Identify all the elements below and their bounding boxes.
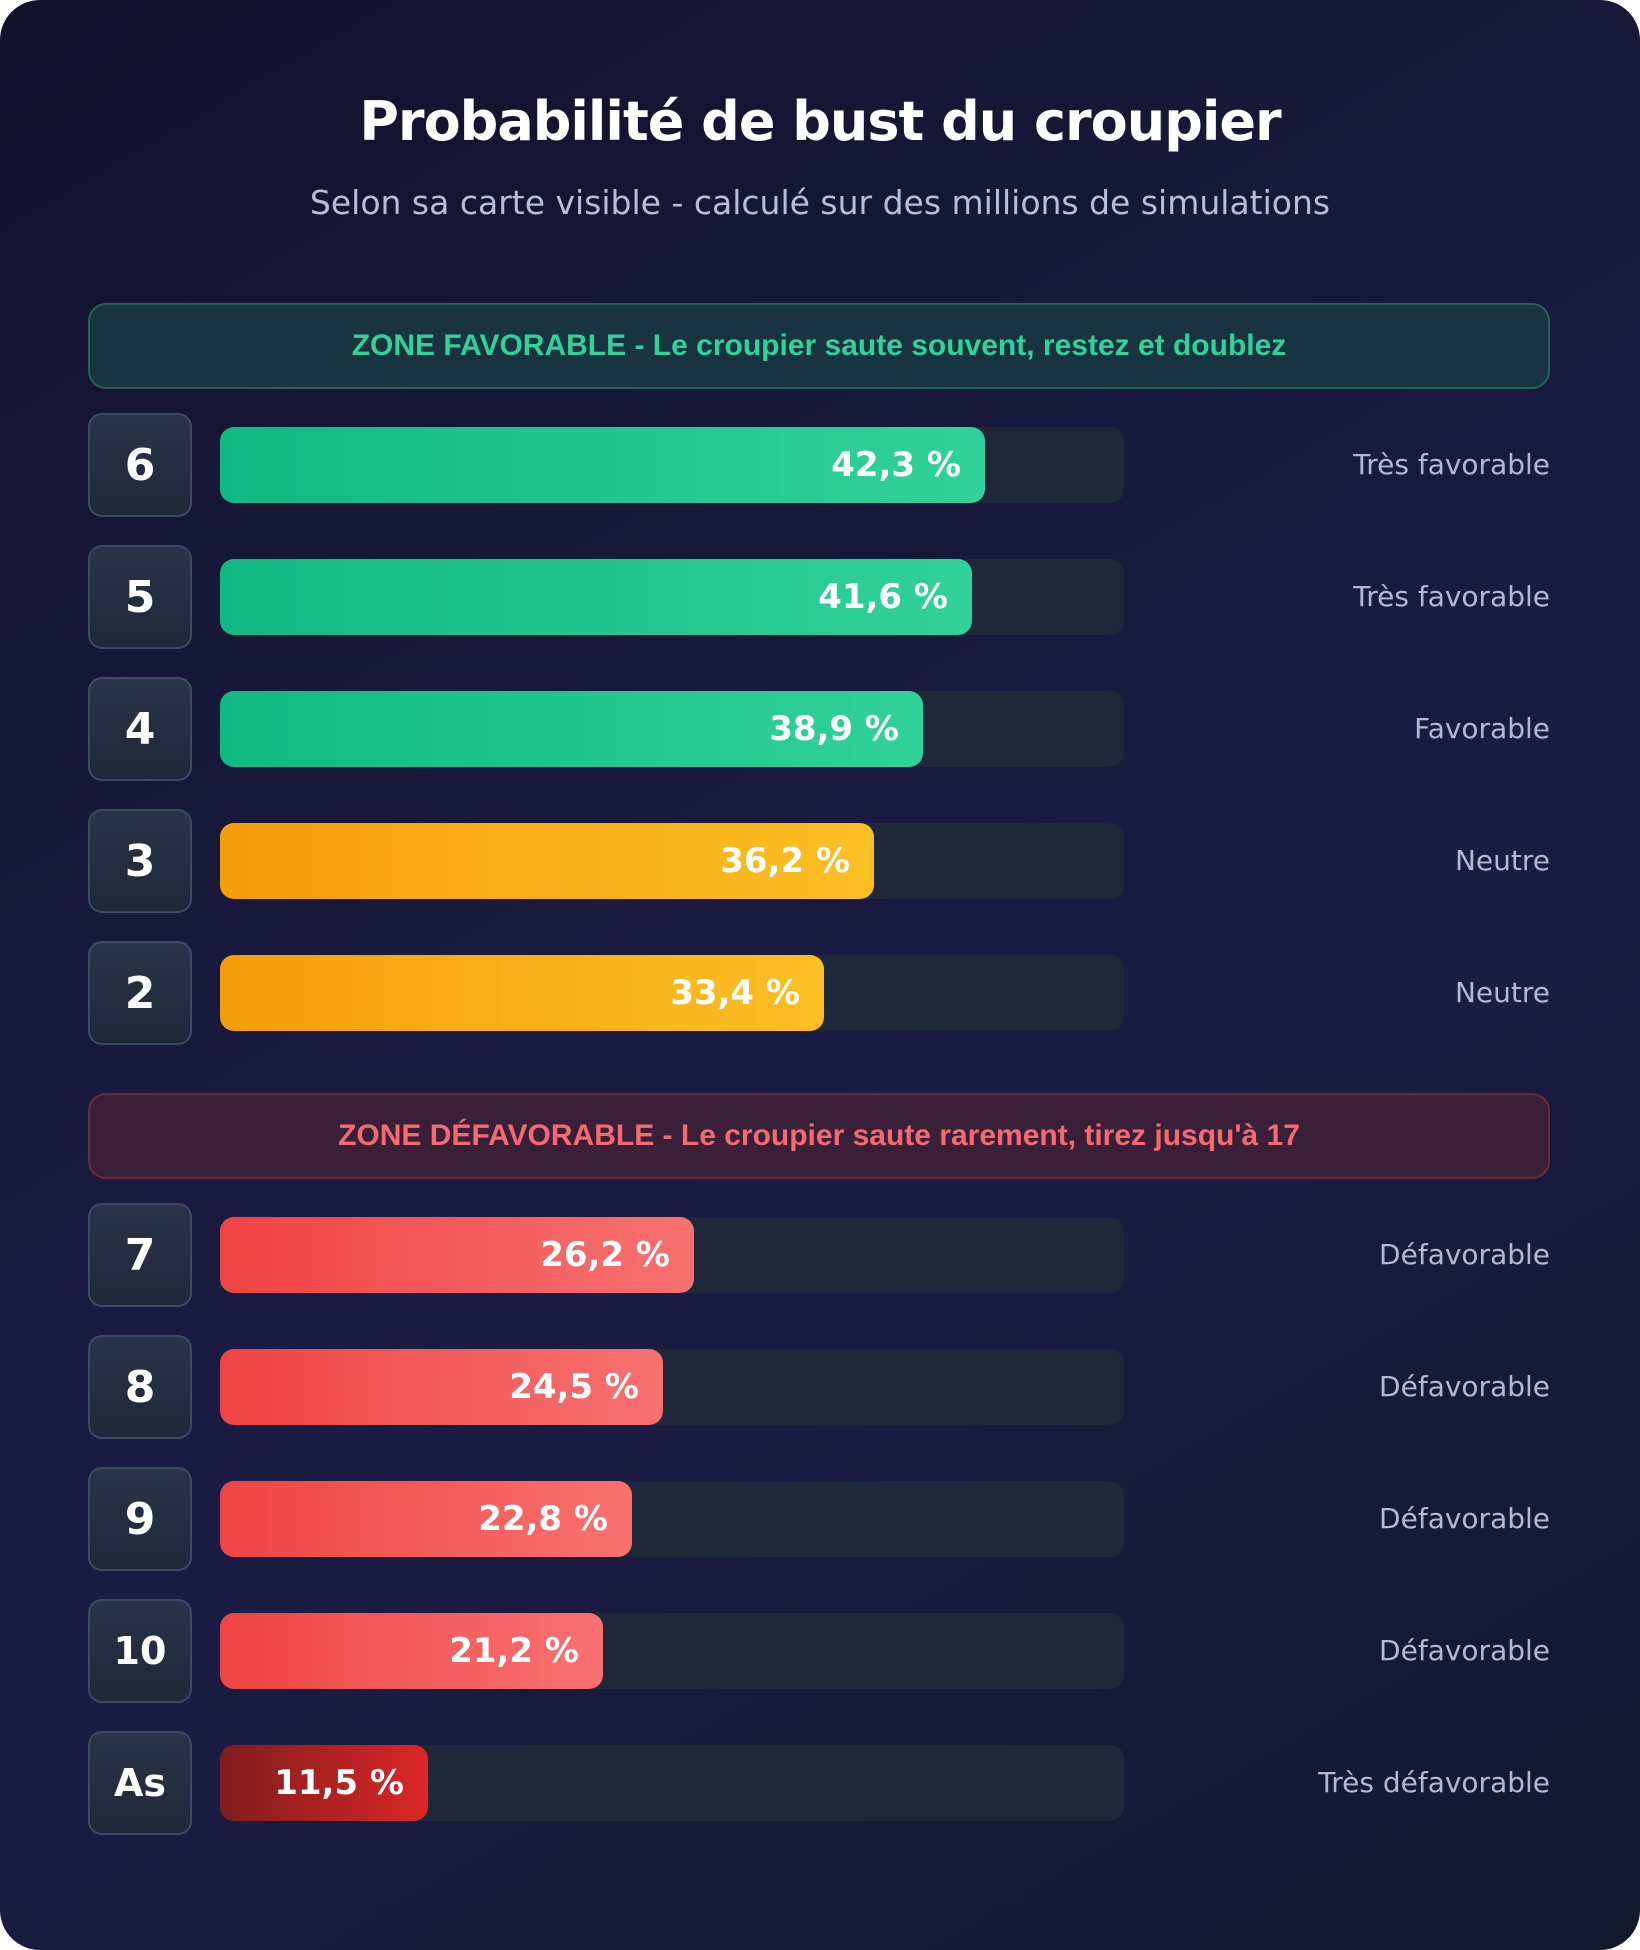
bar-track: 26,2 % <box>220 1217 1124 1293</box>
bar-value-label: 36,2 % <box>720 841 850 881</box>
bar-row: 7 26,2 % Défavorable <box>88 1203 1550 1307</box>
bar-row: 3 36,2 % Neutre <box>88 809 1550 913</box>
bar-row: 8 24,5 % Défavorable <box>88 1335 1550 1439</box>
bar-value-label: 26,2 % <box>540 1235 670 1275</box>
card-badge: 4 <box>88 677 192 781</box>
bar-track: 21,2 % <box>220 1613 1124 1689</box>
bar-value-label: 38,9 % <box>769 709 899 749</box>
bar-row: 2 33,4 % Neutre <box>88 941 1550 1045</box>
card-badge: 7 <box>88 1203 192 1307</box>
bar-value-label: 24,5 % <box>509 1367 639 1407</box>
bar-fill <box>220 1481 632 1557</box>
chart-subtitle: Selon sa carte visible - calculé sur des… <box>309 183 1331 222</box>
rating-label: Défavorable <box>1379 1634 1550 1667</box>
bar-fill <box>220 1217 694 1293</box>
bar-fill <box>220 691 923 767</box>
bar-track: 38,9 % <box>220 691 1124 767</box>
bar-fill <box>220 1349 663 1425</box>
rating-label: Très favorable <box>1353 448 1550 481</box>
bar-fill <box>220 559 972 635</box>
bar-value-label: 21,2 % <box>449 1631 579 1671</box>
bar-row: 4 38,9 % Favorable <box>88 677 1550 781</box>
bar-track: 41,6 % <box>220 559 1124 635</box>
bar-track: 42,3 % <box>220 427 1124 503</box>
bar-value-label: 41,6 % <box>818 577 948 617</box>
bar-row: 10 21,2 % Défavorable <box>88 1599 1550 1703</box>
bar-track: 11,5 % <box>220 1745 1124 1821</box>
bar-row: 5 41,6 % Très favorable <box>88 545 1550 649</box>
card-badge: 2 <box>88 941 192 1045</box>
card-badge: As <box>88 1731 192 1835</box>
chart-title: Probabilité de bust du croupier <box>359 90 1281 153</box>
rating-label: Défavorable <box>1379 1370 1550 1403</box>
bar-row: 9 22,8 % Défavorable <box>88 1467 1550 1571</box>
bar-fill <box>220 427 985 503</box>
unfavorable-zone-banner: ZONE DÉFAVORABLE - Le croupier saute rar… <box>88 1093 1550 1179</box>
card-badge: 6 <box>88 413 192 517</box>
bar-fill <box>220 955 824 1031</box>
card-badge: 10 <box>88 1599 192 1703</box>
rating-label: Très favorable <box>1353 580 1550 613</box>
bar-row: As 11,5 % Très défavorable <box>88 1731 1550 1835</box>
bar-value-label: 11,5 % <box>274 1763 404 1803</box>
bar-fill <box>220 1745 428 1821</box>
bar-value-label: 33,4 % <box>670 973 800 1013</box>
rating-label: Favorable <box>1414 712 1550 745</box>
bar-value-label: 22,8 % <box>478 1499 608 1539</box>
bar-track: 33,4 % <box>220 955 1124 1031</box>
favorable-zone-banner: ZONE FAVORABLE - Le croupier saute souve… <box>88 303 1550 389</box>
bar-track: 36,2 % <box>220 823 1124 899</box>
card-badge: 8 <box>88 1335 192 1439</box>
rating-label: Défavorable <box>1379 1238 1550 1271</box>
rating-label: Défavorable <box>1379 1502 1550 1535</box>
rating-label: Neutre <box>1454 976 1550 1009</box>
bar-fill <box>220 823 874 899</box>
card-badge: 3 <box>88 809 192 913</box>
rating-label: Neutre <box>1454 844 1550 877</box>
rating-label: Très défavorable <box>1318 1766 1550 1799</box>
bar-fill <box>220 1613 603 1689</box>
bar-track: 22,8 % <box>220 1481 1124 1557</box>
bar-row: 6 42,3 % Très favorable <box>88 413 1550 517</box>
bar-track: 24,5 % <box>220 1349 1124 1425</box>
bar-value-label: 42,3 % <box>831 445 961 485</box>
card-badge: 9 <box>88 1467 192 1571</box>
card-badge: 5 <box>88 545 192 649</box>
